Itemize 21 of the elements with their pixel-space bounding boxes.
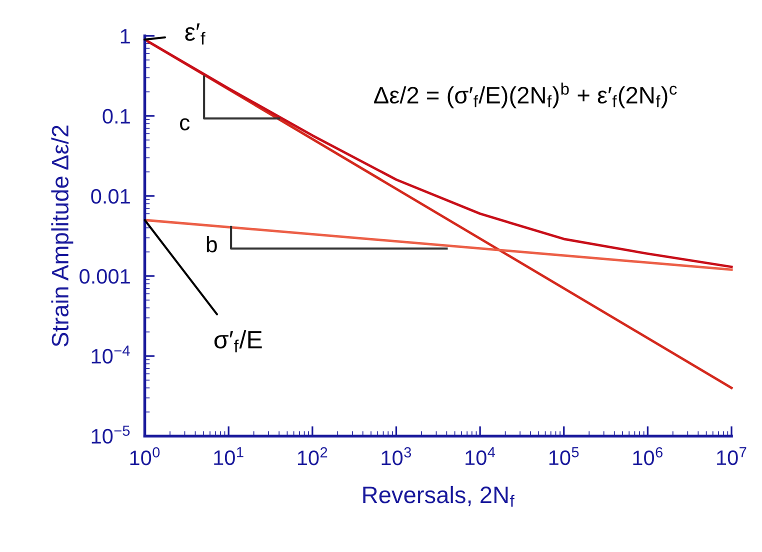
x-tick-label: 10$^{7}$ bbox=[717, 447, 746, 466]
x-tick-label: 10$^{5}$ bbox=[549, 447, 579, 466]
y-tick-label: 0.01 bbox=[91, 188, 130, 204]
x-tick-label: 10$^{6}$ bbox=[633, 447, 662, 466]
x-tick-label: 10$^{3}$ bbox=[382, 447, 412, 466]
y-tick-label: 1 bbox=[120, 29, 130, 44]
y-tick-label: 0.001 bbox=[80, 269, 130, 284]
x-tick-label: 10$^{4}$ bbox=[466, 447, 496, 466]
y-tick-label: 10$^{−5}$ bbox=[92, 426, 130, 444]
y-tick-label: 0.1 bbox=[102, 108, 130, 124]
x-tick-label: 10$^{1}$ bbox=[214, 447, 244, 466]
y-axis-title: Strain Amplitude Δε/2 bbox=[51, 126, 74, 346]
annotation: c bbox=[180, 118, 190, 130]
y-tick-label: 10$^{−4}$ bbox=[92, 346, 130, 364]
text: Δε/2 = (σ′$_{f}$/E)(2N$_{f}$)$^{b}$ + ε′$_{f}$(2N$_{f}$)$^{c}$ bbox=[374, 82, 677, 108]
x-tick-label: 10$^{0}$ bbox=[130, 447, 160, 466]
annotation: b bbox=[206, 236, 217, 252]
x-axis-title: Reversals, 2N$_{f}$ bbox=[363, 486, 514, 507]
x-tick-label: 10$^{2}$ bbox=[298, 447, 328, 466]
annotation: ε′$_{f}$ bbox=[185, 23, 206, 45]
annotation: σ′$_{f}$/E bbox=[214, 330, 262, 352]
